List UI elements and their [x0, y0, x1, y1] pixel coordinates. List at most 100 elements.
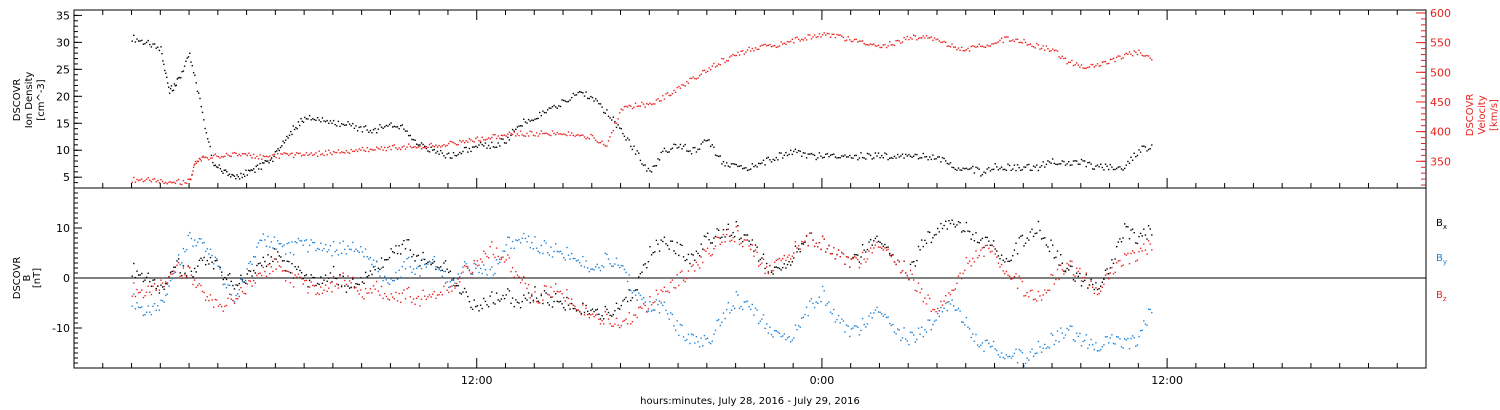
- bx-point: [543, 290, 546, 292]
- bx-point: [929, 231, 931, 234]
- bx-point: [273, 248, 276, 250]
- density-point: [1071, 164, 1073, 166]
- bx-point: [791, 261, 793, 263]
- density-point: [869, 154, 872, 157]
- velocity-point: [817, 36, 819, 38]
- density-point: [561, 99, 563, 101]
- density-point: [949, 162, 952, 164]
- by-point: [801, 317, 803, 319]
- by-point: [976, 344, 979, 346]
- by-point: [548, 254, 550, 256]
- by-point: [746, 300, 749, 302]
- velocity-point: [510, 132, 512, 135]
- bx-point: [152, 279, 154, 281]
- bx-point: [432, 262, 434, 264]
- velocity-point: [393, 144, 395, 146]
- velocity-point: [636, 105, 638, 108]
- by-point: [596, 263, 598, 266]
- bx-point: [772, 273, 774, 275]
- velocity-point: [745, 51, 747, 53]
- velocity-point: [187, 178, 189, 180]
- bz-point: [241, 290, 244, 293]
- bz-point: [604, 310, 606, 313]
- bz-point: [593, 315, 595, 318]
- density-point: [350, 125, 352, 127]
- by-point: [269, 246, 271, 248]
- density-point: [628, 139, 630, 141]
- bx-point: [291, 262, 293, 265]
- bz-point: [858, 266, 861, 269]
- by-point: [1069, 325, 1071, 327]
- bx-point: [630, 299, 632, 302]
- velocity-point: [574, 135, 576, 137]
- by-point: [376, 260, 378, 263]
- velocity-point: [217, 156, 220, 158]
- velocity-point: [866, 44, 869, 46]
- by-point: [285, 253, 287, 255]
- bz-point: [892, 254, 894, 256]
- bx-point: [625, 296, 627, 299]
- by-point: [444, 270, 447, 273]
- density-point: [943, 157, 945, 160]
- bx-point: [305, 274, 308, 276]
- bz-point: [1037, 290, 1040, 293]
- density-point: [1010, 169, 1012, 172]
- bz-point: [566, 289, 568, 291]
- velocity-point: [136, 178, 138, 181]
- density-point: [444, 157, 447, 159]
- density-point: [285, 139, 287, 141]
- bx-point: [302, 277, 304, 280]
- bz-point: [1085, 272, 1087, 274]
- velocity-point: [371, 149, 373, 151]
- density-point: [737, 165, 739, 168]
- bz-point: [166, 282, 169, 284]
- bx-point: [259, 262, 261, 264]
- by-point: [820, 300, 822, 303]
- velocity-point: [766, 44, 768, 47]
- bx-point: [585, 304, 587, 307]
- density-point: [521, 125, 523, 127]
- by-point: [1023, 365, 1025, 367]
- density-point: [615, 126, 618, 129]
- bz-point: [980, 249, 982, 251]
- density-point: [1136, 154, 1139, 157]
- bz-point: [161, 282, 164, 284]
- by-point: [273, 236, 276, 238]
- velocity-point: [989, 45, 992, 47]
- velocity-point: [430, 142, 432, 145]
- density-point: [634, 153, 637, 155]
- bz-point: [1042, 294, 1044, 296]
- velocity-point: [751, 47, 753, 50]
- velocity-point: [599, 141, 602, 144]
- density-point: [396, 126, 399, 128]
- bx-point: [561, 303, 563, 305]
- by-point: [658, 312, 661, 314]
- density-point: [167, 82, 169, 84]
- bz-point: [396, 300, 399, 302]
- density-point: [207, 138, 209, 140]
- by-point: [913, 334, 915, 336]
- bx-point: [860, 256, 862, 258]
- density-point: [999, 167, 1001, 170]
- density-point: [612, 116, 614, 118]
- bx-point: [678, 254, 680, 257]
- by-point: [855, 325, 857, 327]
- velocity-point: [1056, 50, 1059, 52]
- density-point: [697, 148, 699, 151]
- velocity-point: [1032, 46, 1035, 48]
- density-point: [754, 164, 757, 167]
- bx-point: [455, 285, 458, 287]
- density-point: [182, 70, 185, 72]
- bz-point: [603, 323, 605, 325]
- velocity-point: [893, 44, 896, 47]
- by-point: [1045, 347, 1048, 349]
- bz-point: [633, 314, 635, 316]
- density-point: [1026, 164, 1028, 166]
- velocity-point: [332, 150, 335, 153]
- velocity-point: [834, 36, 837, 39]
- bx-point: [150, 285, 153, 287]
- velocity-point: [481, 136, 483, 138]
- velocity-point: [877, 44, 880, 46]
- density-point: [348, 123, 351, 125]
